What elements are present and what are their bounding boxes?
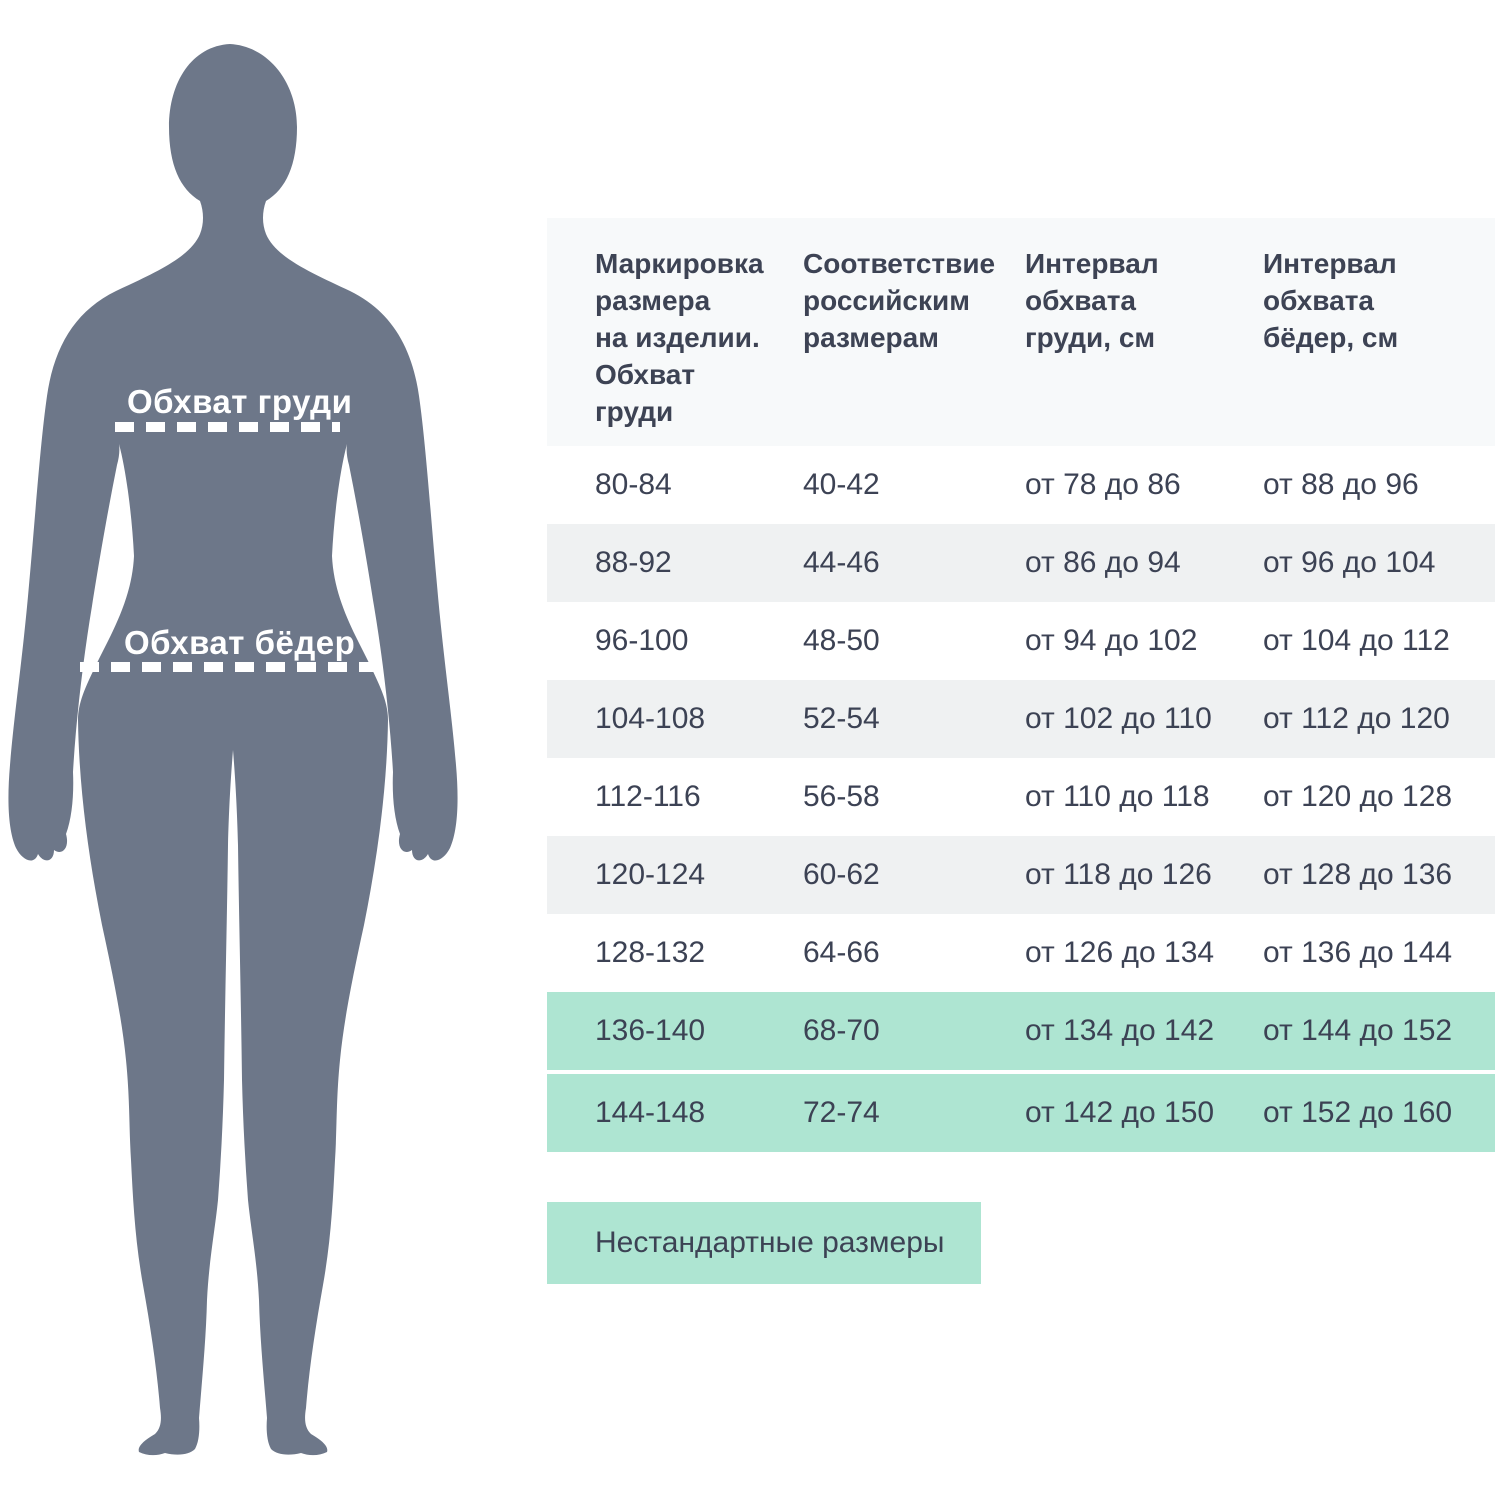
table-row: 96-100 48-50 от 94 до 102 от 104 до 112 (547, 602, 1495, 680)
cell-chest-interval: от 86 до 94 (1025, 546, 1181, 579)
cell-hips-interval: от 144 до 152 (1263, 1014, 1453, 1047)
cell-hips-interval: от 136 до 144 (1263, 936, 1453, 969)
hips-circumference-label: Обхват бёдер (124, 624, 356, 661)
cell-russian-size: 52-54 (803, 702, 880, 735)
cell-size-marking: 96-100 (595, 624, 689, 657)
cell-size-marking: 88-92 (595, 546, 672, 579)
size-table-header-row: Маркировка размера на изделии. Обхват гр… (547, 218, 1495, 446)
table-row: 80-84 40-42 от 78 до 86 от 88 до 96 (547, 446, 1495, 524)
cell-chest-interval: от 126 до 134 (1025, 936, 1215, 969)
cell-hips-interval: от 128 до 136 (1263, 858, 1453, 891)
size-table: Маркировка размера на изделии. Обхват гр… (547, 218, 1495, 1152)
cell-russian-size: 56-58 (803, 780, 880, 813)
cell-size-marking: 104-108 (595, 702, 706, 735)
cell-hips-interval: от 104 до 112 (1263, 624, 1450, 657)
table-row-highlighted: 136-140 68-70 от 134 до 142 от 144 до 15… (547, 992, 1495, 1070)
table-row: 88-92 44-46 от 86 до 94 от 96 до 104 (547, 524, 1495, 602)
cell-size-marking: 144-148 (595, 1096, 706, 1129)
table-row: 112-116 56-58 от 110 до 118 от 120 до 12… (547, 758, 1495, 836)
cell-chest-interval: от 110 до 118 (1025, 780, 1210, 813)
cell-russian-size: 60-62 (803, 858, 880, 891)
cell-russian-size: 44-46 (803, 546, 880, 579)
body-shape (8, 44, 458, 1456)
header-size-marking: Маркировка размера на изделии. Обхват гр… (595, 248, 764, 427)
cell-size-marking: 136-140 (595, 1014, 706, 1047)
cell-hips-interval: от 88 до 96 (1263, 468, 1419, 501)
table-row-highlighted: 144-148 72-74 от 142 до 150 от 152 до 16… (547, 1074, 1495, 1152)
table-row: 104-108 52-54 от 102 до 110 от 112 до 12… (547, 680, 1495, 758)
cell-size-marking: 120-124 (595, 858, 706, 891)
cell-russian-size: 68-70 (803, 1014, 880, 1047)
nonstandard-sizes-legend: Нестандартные размеры (547, 1202, 981, 1284)
table-row: 128-132 64-66 от 126 до 134 от 136 до 14… (547, 914, 1495, 992)
legend-label: Нестандартные размеры (595, 1226, 945, 1259)
cell-chest-interval: от 118 до 126 (1025, 858, 1212, 891)
table-row: 120-124 60-62 от 118 до 126 от 128 до 13… (547, 836, 1495, 914)
header-chest-interval: Интервал обхвата груди, см (1025, 248, 1159, 353)
cell-chest-interval: от 94 до 102 (1025, 624, 1198, 657)
cell-russian-size: 40-42 (803, 468, 880, 501)
header-hips-interval: Интервал обхвата бёдер, см (1263, 248, 1399, 353)
cell-chest-interval: от 142 до 150 (1025, 1096, 1215, 1129)
cell-size-marking: 80-84 (595, 468, 672, 501)
cell-chest-interval: от 78 до 86 (1025, 468, 1181, 501)
cell-hips-interval: от 96 до 104 (1263, 546, 1436, 579)
cell-size-marking: 128-132 (595, 936, 706, 969)
cell-hips-interval: от 152 до 160 (1263, 1096, 1453, 1129)
cell-chest-interval: от 134 до 142 (1025, 1014, 1215, 1047)
cell-size-marking: 112-116 (595, 780, 701, 813)
cell-hips-interval: от 112 до 120 (1263, 702, 1450, 735)
cell-russian-size: 48-50 (803, 624, 880, 657)
header-russian-sizes: Соответствие российским размерам (803, 248, 996, 353)
cell-chest-interval: от 102 до 110 (1025, 702, 1212, 735)
chest-circumference-label: Обхват груди (127, 383, 353, 420)
cell-russian-size: 72-74 (803, 1096, 880, 1129)
cell-russian-size: 64-66 (803, 936, 880, 969)
cell-hips-interval: от 120 до 128 (1263, 780, 1453, 813)
